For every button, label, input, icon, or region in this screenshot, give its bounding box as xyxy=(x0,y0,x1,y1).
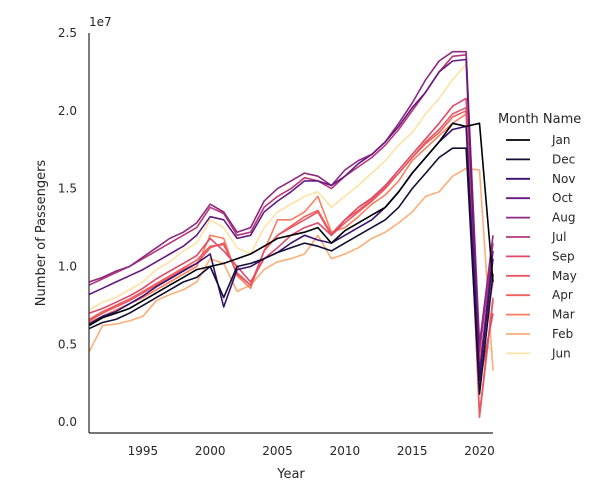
legend-title: Month Name xyxy=(498,112,581,127)
y-tick-label: 0.5 xyxy=(58,337,77,351)
series-line-jan xyxy=(88,122,494,327)
y-tick-label: 2.5 xyxy=(58,26,77,40)
series-line-feb xyxy=(88,167,494,371)
legend-label-mar: Mar xyxy=(552,308,575,322)
legend-label-sep: Sep xyxy=(552,249,575,263)
y-offset-text: 1e7 xyxy=(89,15,112,29)
x-tick-label: 1995 xyxy=(128,444,159,458)
x-tick-label: 2005 xyxy=(262,444,293,458)
y-tick-label: 0.0 xyxy=(58,415,77,429)
y-tick-label: 1.5 xyxy=(58,182,77,196)
y-axis-ticks: 0.0 0.5 1.0 1.5 2.0 2.5 xyxy=(58,26,77,429)
x-axis-label: Year xyxy=(276,467,305,482)
legend-label-nov: Nov xyxy=(552,172,575,186)
x-axis-ticks: 1995 2000 2005 2010 2015 2020 xyxy=(128,444,495,458)
legend-label-aug: Aug xyxy=(552,211,575,225)
legend: Month Name Jan Dec Nov Oct Aug Jul Sep May Apr Ma… xyxy=(498,112,581,360)
series-line-may xyxy=(88,106,494,416)
legend-label-jun: Jun xyxy=(551,346,571,360)
legend-label-feb: Feb xyxy=(552,327,573,341)
legend-label-jul: Jul xyxy=(551,230,566,244)
series-lines xyxy=(88,50,494,419)
x-tick-label: 2000 xyxy=(195,444,226,458)
series-line-mar xyxy=(88,113,494,361)
series-line-aug xyxy=(88,50,494,346)
series-line-dec xyxy=(88,147,494,395)
legend-label-oct: Oct xyxy=(552,191,573,205)
series-line-apr xyxy=(88,110,494,419)
y-tick-label: 2.0 xyxy=(58,104,77,118)
x-tick-label: 2020 xyxy=(464,444,495,458)
legend-label-apr: Apr xyxy=(552,288,573,302)
x-tick-label: 2010 xyxy=(330,444,361,458)
series-line-oct xyxy=(88,58,494,374)
legend-label-may: May xyxy=(552,269,577,283)
y-axis-label: Number of Passengers xyxy=(34,160,49,307)
x-tick-label: 2015 xyxy=(397,444,428,458)
legend-label-dec: Dec xyxy=(552,152,575,166)
legend-label-jan: Jan xyxy=(551,133,571,147)
series-line-jun xyxy=(88,63,494,353)
y-tick-label: 1.0 xyxy=(58,259,77,273)
